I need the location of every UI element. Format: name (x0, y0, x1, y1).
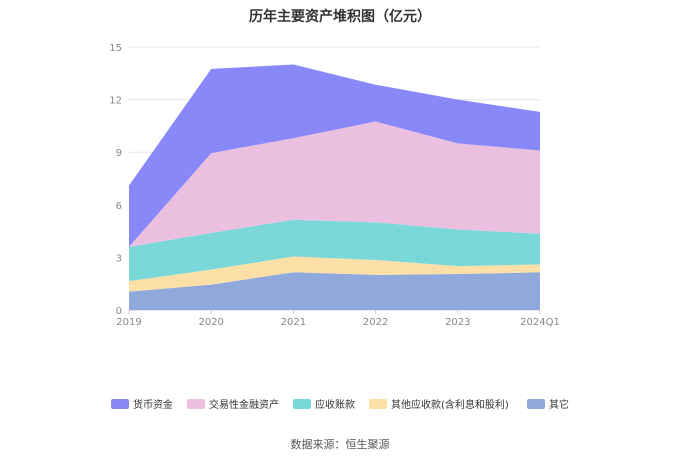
area-其它 (129, 272, 540, 310)
legend-swatch (187, 399, 205, 409)
area-series (129, 64, 540, 310)
y-tick-label: 0 (116, 306, 122, 317)
y-tick-label: 9 (116, 148, 122, 159)
x-tick-label: 2023 (445, 317, 470, 328)
area-货币资金 (129, 64, 540, 247)
legend-label: 应收账款 (315, 398, 355, 411)
x-tick-label: 2022 (363, 317, 388, 328)
chart-title: 历年主要资产堆积图（亿元） (249, 9, 431, 25)
data-source: 数据来源：恒生聚源 (290, 438, 390, 451)
x-tick-label: 2024Q1 (520, 317, 560, 328)
y-tick-label: 3 (116, 253, 122, 264)
legend-label: 交易性金融资产 (209, 398, 279, 411)
x-tick-label: 2019 (116, 317, 141, 328)
legend-label: 货币资金 (133, 398, 173, 411)
legend: 货币资金 交易性金融资产 应收账款 其他应收款(含利息和股利) 其它 (111, 398, 569, 411)
area-其他应收款(含利息和股利) (129, 256, 540, 292)
y-tick-label: 12 (109, 96, 122, 107)
legend-swatch (111, 399, 129, 409)
axes: 0 3 6 9 12 15 2019 2020 2021 2022 2023 2024Q1 (109, 43, 560, 328)
area-应收账款 (129, 219, 540, 282)
area-交易性金融资产 (129, 121, 540, 247)
x-tick-label: 2021 (281, 317, 306, 328)
y-tick-label: 6 (116, 201, 122, 212)
legend-label: 其它 (549, 398, 569, 411)
legend-swatch (293, 399, 311, 409)
y-tick-label: 15 (109, 43, 122, 54)
legend-swatch (369, 399, 387, 409)
x-tick-label: 2020 (198, 317, 223, 328)
legend-swatch (527, 399, 545, 409)
legend-label: 其他应收款(含利息和股利) (391, 398, 509, 411)
